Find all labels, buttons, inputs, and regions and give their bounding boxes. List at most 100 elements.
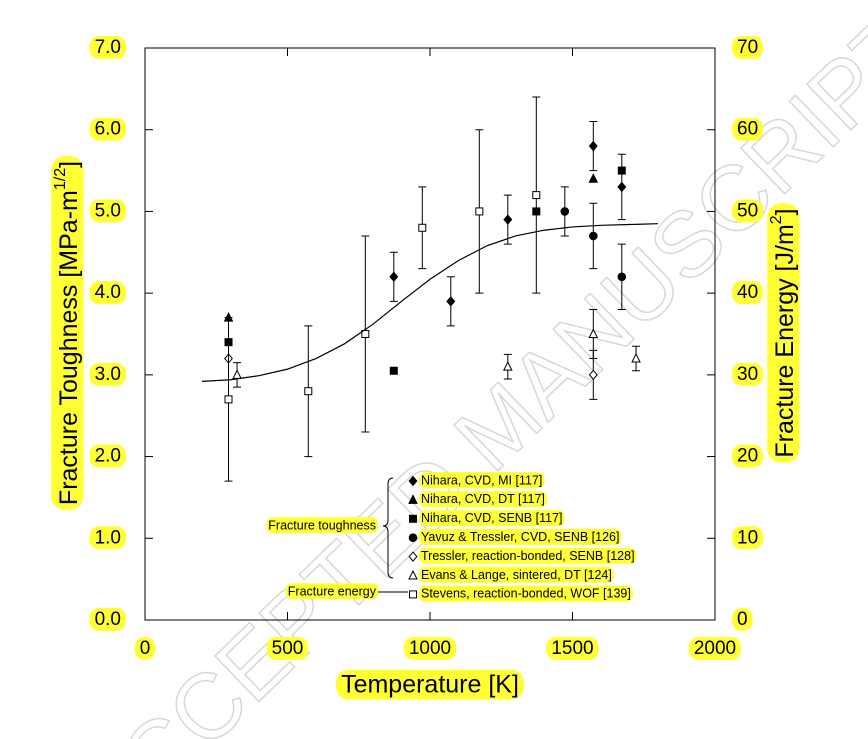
label-highlight (732, 117, 764, 141)
label-highlight (419, 510, 565, 527)
marker (589, 231, 598, 241)
legend-label: Nihara, CVD, MI [117] (421, 473, 542, 487)
y2-tick-label: 0 (737, 609, 748, 630)
y-tick-label: 3.0 (95, 364, 121, 385)
label-highlight (285, 583, 379, 600)
label-highlight (419, 585, 633, 602)
label-highlight (419, 547, 637, 564)
y-label-text: Fracture Toughness [MPa-m (55, 190, 83, 505)
label-highlight (419, 491, 547, 508)
marker (502, 361, 513, 371)
marker (617, 166, 626, 175)
y2-tick-label: 40 (737, 282, 758, 303)
y-tick-label: 6.0 (95, 119, 121, 140)
y-axis-label: Fracture Toughness [MPa-m1/2] (52, 161, 82, 505)
marker (304, 387, 313, 396)
marker (361, 330, 370, 338)
y2-tick-label: 60 (737, 119, 758, 140)
y2-tick-label: 30 (737, 364, 758, 385)
label-highlight (89, 608, 126, 632)
label-highlight (266, 517, 378, 534)
label-highlight (134, 637, 156, 661)
label-highlight (336, 669, 524, 700)
marker (588, 328, 599, 338)
marker (224, 395, 233, 404)
marker (389, 366, 398, 375)
label-highlight (89, 444, 126, 468)
marker (232, 369, 242, 379)
marker (408, 569, 418, 580)
label-highlight (732, 526, 764, 550)
marker (588, 140, 598, 152)
label-highlight (732, 36, 764, 60)
y2-tick-label: 50 (737, 200, 758, 221)
marker (475, 207, 484, 216)
y2-tick-label: 20 (737, 446, 758, 467)
label-highlight (89, 36, 126, 60)
legend-label: Stevens, reaction-bonded, WOF [139] (421, 587, 631, 601)
label-highlight (546, 637, 599, 661)
y-tick-label: 1.0 (95, 527, 121, 548)
x-tick-label: 0 (140, 638, 151, 659)
highlights (51, 36, 800, 700)
y-label-end: ] (55, 161, 83, 168)
marker (418, 223, 427, 232)
label-highlight (732, 281, 764, 305)
label-highlight (89, 281, 126, 305)
label-highlight (688, 637, 742, 661)
y-tick-label: 2.0 (95, 446, 121, 467)
marker (560, 207, 570, 216)
marker (503, 214, 513, 225)
legend-label: Yavuz & Tressler, CVD, SENB [126] (421, 530, 619, 544)
marker (409, 514, 417, 523)
label-highlight (266, 637, 309, 661)
group-label: Fracture toughness (268, 518, 376, 532)
marker (617, 181, 627, 193)
y2-label-sup: 2 (768, 215, 785, 224)
legend-label: Nihara, CVD, DT [117] (421, 492, 545, 506)
fit-curve (201, 223, 659, 382)
label-highlight (419, 528, 622, 545)
legend-brace (382, 477, 394, 579)
y-tick-label: 7.0 (95, 37, 121, 58)
y2-tick-label: 10 (737, 527, 758, 548)
label-highlight (732, 608, 753, 632)
label-highlight (89, 526, 126, 550)
marker (408, 533, 418, 543)
y2-tick-label: 70 (737, 37, 758, 58)
y2-label-text: Fracture Energy [J/m (771, 224, 799, 457)
label-highlight (419, 566, 614, 583)
label-highlight (767, 203, 800, 463)
legend-label: Tressler, reaction-bonded, SENB [128] (421, 549, 635, 563)
label-highlight (89, 362, 126, 386)
y-tick-label: 5.0 (95, 200, 121, 221)
y-label-sup: 1/2 (52, 168, 69, 190)
label-highlight (732, 199, 764, 223)
x-tick-label: 1500 (551, 638, 593, 659)
x-axis-label: Temperature [K] (341, 671, 519, 699)
marker (532, 191, 541, 200)
marker (446, 296, 456, 307)
label-highlight (419, 472, 545, 489)
label-highlight (89, 199, 126, 223)
label-highlight (51, 155, 84, 511)
marker (631, 352, 641, 363)
label-highlight (89, 117, 126, 141)
legend-label: Evans & Lange, sintered, DT [124] (421, 568, 612, 582)
marker (588, 369, 598, 381)
legend-label: Nihara, CVD, SENB [117] (421, 511, 563, 525)
label-highlight (732, 444, 764, 468)
x-tick-label: 1000 (409, 638, 451, 659)
marker (408, 475, 418, 487)
x-tick-label: 500 (272, 638, 304, 659)
x-tick-label: 2000 (694, 638, 736, 659)
marker (389, 271, 399, 283)
label-highlight (403, 637, 457, 661)
marker (409, 590, 417, 599)
y-tick-label: 0.0 (95, 609, 121, 630)
y-tick-label: 4.0 (95, 282, 121, 303)
marker (408, 494, 418, 504)
marker (617, 272, 627, 282)
y2-label-end: ] (771, 208, 799, 215)
